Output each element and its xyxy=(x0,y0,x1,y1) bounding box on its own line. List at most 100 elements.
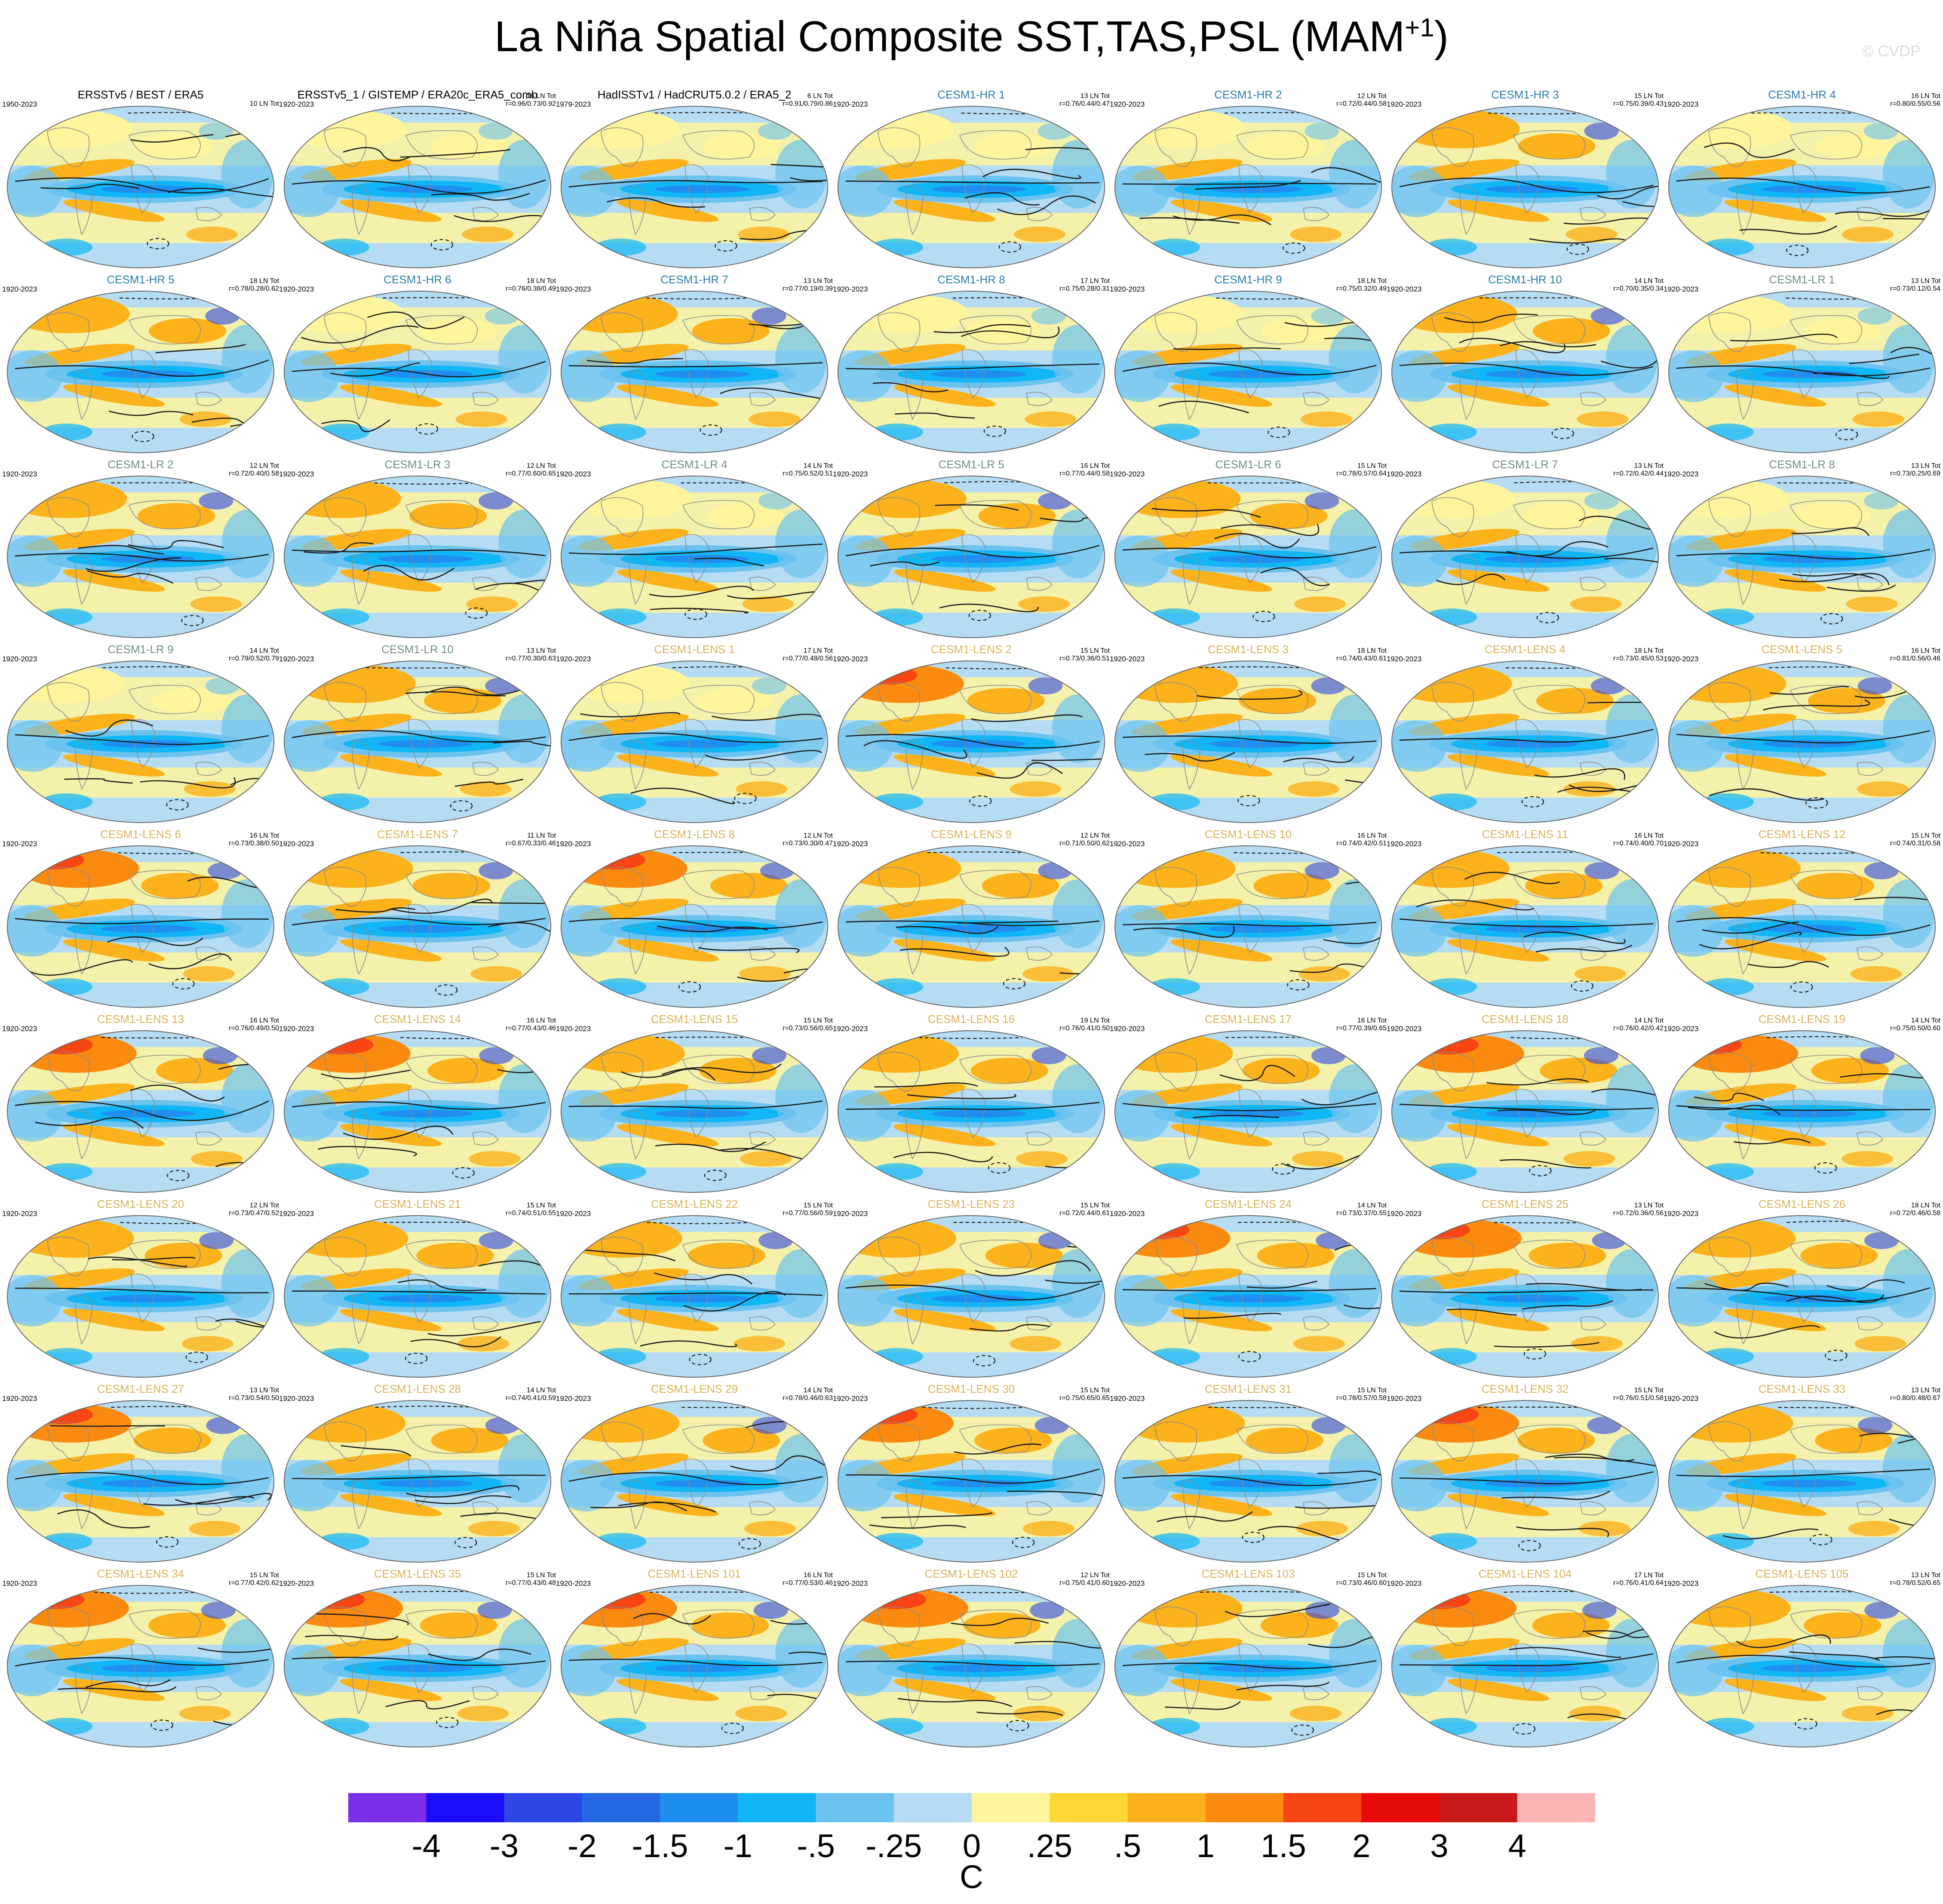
cold-anomaly xyxy=(1591,677,1626,694)
warm-anomaly xyxy=(1239,688,1317,714)
composite-map xyxy=(1391,845,1659,1008)
cold-anomaly xyxy=(1883,1064,1934,1133)
panel-title: CESM1-LENS 31 xyxy=(1204,1382,1292,1395)
cold-anomaly xyxy=(205,677,240,694)
cold-anomaly xyxy=(1052,1064,1104,1133)
psl-negative-contours xyxy=(927,851,1031,989)
cold-anomaly xyxy=(1115,905,1170,957)
cold-anomaly xyxy=(758,492,793,510)
panel-pattern-correlation: r=0.76/0.38/0.49 xyxy=(506,285,556,292)
cold-anomaly xyxy=(838,1645,893,1696)
panel-event-count: 16 LN Tot xyxy=(1080,462,1110,470)
panel-years: 1920-2023 xyxy=(833,100,868,108)
warm-anomaly xyxy=(1521,503,1599,529)
cold-anomaly xyxy=(1486,185,1580,193)
panel-title: CESM1-LR 10 xyxy=(381,643,454,656)
warm-anomaly xyxy=(1117,664,1238,703)
map-panel: CESM1-LENS 15 1920-2023 15 LN Tot r=0.73/0.… xyxy=(556,1013,833,1198)
cold-anomaly xyxy=(284,535,339,587)
cold-anomaly xyxy=(753,1602,788,1619)
cold-anomaly xyxy=(1762,1480,1857,1487)
cold-anomaly xyxy=(1762,1110,1857,1118)
composite-map xyxy=(1668,1030,1936,1193)
cold-anomaly xyxy=(1148,1348,1200,1365)
cold-anomaly xyxy=(1329,1249,1381,1318)
coastlines xyxy=(878,867,1053,975)
cold-anomaly xyxy=(595,1718,646,1735)
composite-map xyxy=(1668,1400,1936,1563)
warm-anomaly xyxy=(133,1428,211,1453)
map-panel: ERSSTv5_1 / GISTEMP / ERA20c_ERA5_comb 19… xyxy=(279,88,556,273)
warm-anomaly xyxy=(1724,1678,1826,1701)
coastlines xyxy=(601,497,776,605)
warm-anomaly xyxy=(469,1151,521,1167)
panel-event-count: 18 LN Tot xyxy=(1357,647,1387,654)
warm-anomaly xyxy=(978,503,1056,529)
cold-anomaly xyxy=(1209,1295,1303,1302)
warm-anomaly xyxy=(460,781,512,797)
map-border xyxy=(561,660,828,823)
warm-anomaly xyxy=(617,199,719,222)
cold-anomaly xyxy=(872,1718,923,1735)
coastlines xyxy=(1708,1052,1884,1160)
map-panel: CESM1-LENS 19 1920-2023 14 LN Tot r=0.75/0.… xyxy=(1664,1013,1940,1198)
warm-anomaly xyxy=(617,939,719,962)
panel-title: ERSSTv5_1 / GISTEMP / ERA20c_ERA5_comb xyxy=(297,88,538,101)
warm-anomaly xyxy=(1578,1521,1630,1536)
map-panel: CESM1-LENS 34 1920-2023 15 LN Tot r=0.77/0.… xyxy=(2,1567,279,1752)
cold-anomaly xyxy=(760,862,795,879)
composite-map xyxy=(838,845,1105,1008)
coastlines xyxy=(601,1606,776,1714)
warm-anomaly xyxy=(562,1219,682,1258)
warm-anomaly xyxy=(1170,199,1273,222)
cold-anomaly xyxy=(758,123,793,140)
cold-anomaly xyxy=(1392,166,1447,217)
panel-event-count: 14 LN Tot xyxy=(526,1387,556,1394)
warm-anomaly xyxy=(1016,1151,1068,1167)
colorbar-swatch xyxy=(1050,1793,1128,1822)
warm-anomaly xyxy=(857,1405,918,1424)
warm-anomaly xyxy=(893,569,996,592)
warm-anomaly xyxy=(706,503,784,529)
warm-anomaly xyxy=(749,412,801,427)
cold-anomaly xyxy=(41,239,92,256)
panel-pattern-correlation: r=0.79/0.52/0.79 xyxy=(229,655,279,662)
psl-contours xyxy=(568,712,825,805)
warm-anomaly xyxy=(148,1612,226,1638)
warm-anomaly xyxy=(857,666,918,685)
panel-event-count: 13 LN Tot xyxy=(526,647,556,654)
composite-map xyxy=(838,1215,1105,1378)
panel-title: CESM1-LENS 35 xyxy=(374,1567,461,1580)
panel-title: CESM1-LENS 103 xyxy=(1201,1567,1295,1580)
map-panel: CESM1-LR 4 1920-2023 14 LN Tot r=0.75/0.52/… xyxy=(556,458,833,643)
panel-years: 1920-2023 xyxy=(1110,1210,1145,1218)
coastlines xyxy=(47,312,222,420)
cold-anomaly xyxy=(595,1348,646,1365)
warm-anomaly xyxy=(1447,569,1550,592)
cold-anomaly xyxy=(752,677,786,694)
cold-anomaly xyxy=(561,535,616,587)
map-border xyxy=(7,291,274,453)
warm-anomaly xyxy=(1815,133,1893,159)
panel-event-count: 16 LN Tot xyxy=(1357,1017,1387,1024)
panel-years: 1920-2023 xyxy=(1664,1394,1699,1403)
composite-map xyxy=(1391,106,1659,268)
cold-anomaly xyxy=(498,1064,550,1133)
cold-anomaly xyxy=(595,978,646,995)
cold-anomaly xyxy=(7,1090,62,1142)
warm-anomaly xyxy=(470,966,522,982)
warm-anomaly xyxy=(561,1404,680,1443)
composite-map xyxy=(1114,1585,1382,1747)
cold-anomaly xyxy=(655,370,749,378)
colorbar-tick-label: -2 xyxy=(567,1828,597,1864)
warm-anomaly xyxy=(431,133,509,159)
map-border xyxy=(1391,845,1659,1008)
map-panel: CESM1-HR 10 1920-2023 14 LN Tot r=0.70/0.35… xyxy=(1387,273,1664,458)
panel-years: 1920-2023 xyxy=(2,1579,37,1588)
coastlines xyxy=(1431,682,1607,790)
coastlines xyxy=(601,682,776,790)
warm-anomaly xyxy=(1018,596,1070,612)
warm-anomaly xyxy=(1811,1058,1889,1084)
warm-anomaly xyxy=(285,1404,406,1443)
map-border xyxy=(561,1400,828,1563)
